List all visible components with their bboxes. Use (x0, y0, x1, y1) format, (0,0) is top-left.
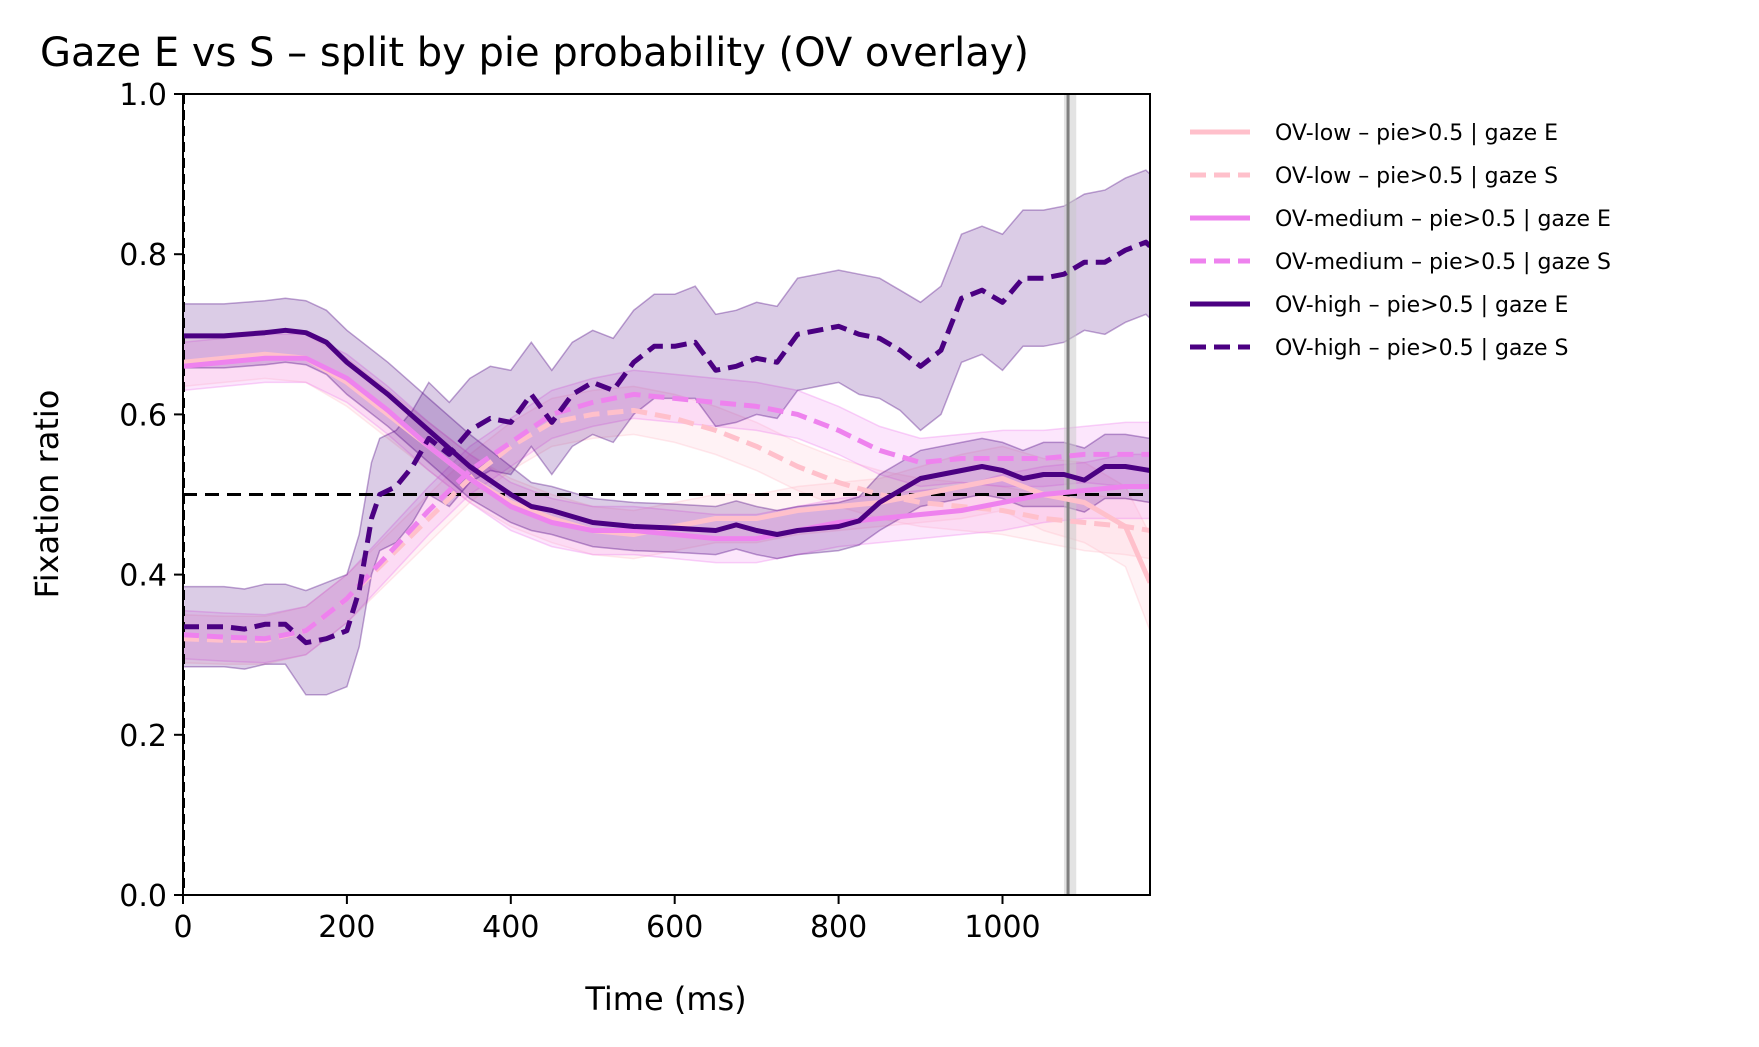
legend-entry-label: OV-high – pie>0.5 | gaze S (1275, 336, 1569, 361)
x-tick-label: 400 (482, 910, 539, 945)
y-tick-label: 0.0 (119, 879, 167, 914)
x-tick-label: 800 (810, 910, 867, 945)
series-line-4 (183, 391, 1150, 642)
y-tick-label: 1.0 (119, 78, 167, 113)
series-line-6 (183, 239, 1150, 646)
y-tick-label: 0.6 (119, 398, 167, 433)
plot-frame (182, 93, 1151, 896)
ci-band-5 (183, 297, 1150, 560)
legend-entry-label: OV-medium – pie>0.5 | gaze S (1275, 250, 1611, 275)
legend-entry-label: OV-high – pie>0.5 | gaze E (1275, 293, 1568, 318)
series-lines (183, 239, 1150, 646)
x-tick-label: 600 (646, 910, 703, 945)
y-tick-label: 0.4 (119, 559, 167, 594)
y-axis-label: Fixation ratio (28, 390, 66, 599)
ci-band-3 (183, 333, 1150, 564)
x-tick-label: 0 (173, 910, 192, 945)
legend-entry-label: OV-low – pie>0.5 | gaze E (1275, 121, 1558, 146)
x-axis-label: Time (ms) (584, 980, 746, 1018)
y-axis-ticks: 0.0 0.2 0.4 0.6 0.8 1.0 (119, 78, 183, 914)
legend: OV-low – pie>0.5 | gaze E OV-low – pie>0.… (1190, 121, 1611, 361)
legend-entry-label: OV-low – pie>0.5 | gaze S (1275, 164, 1558, 189)
y-tick-label: 0.8 (119, 238, 167, 273)
series-line-3 (183, 355, 1150, 542)
reference-lines (183, 94, 1150, 895)
chart-title: Gaze E vs S – split by pie probability (… (40, 30, 1029, 76)
y-tick-label: 0.2 (119, 719, 167, 754)
x-tick-label: 1000 (964, 910, 1040, 945)
series-line-5 (183, 327, 1150, 537)
legend-entry-label: OV-medium – pie>0.5 | gaze E (1275, 207, 1611, 232)
x-axis-ticks: 0 200 400 600 800 1000 (173, 895, 1041, 945)
x-tick-label: 200 (318, 910, 375, 945)
plot-area (183, 94, 1150, 895)
